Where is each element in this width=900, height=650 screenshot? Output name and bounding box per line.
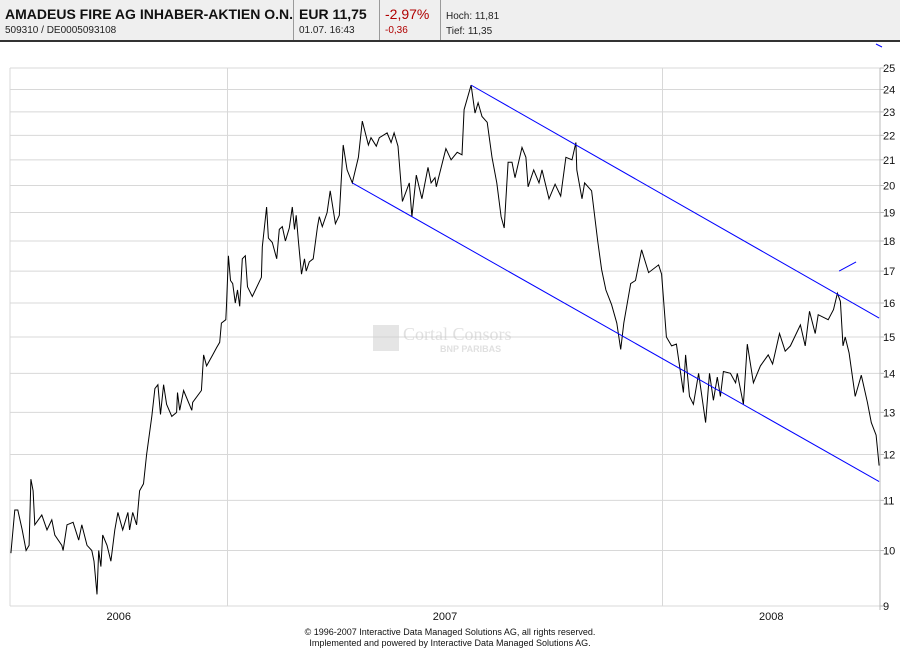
series (10, 84, 880, 595)
trend-line-fragment (875, 43, 883, 48)
change-absolute: -0,36 (385, 25, 408, 36)
quote-datetime: 01.07. 16:43 (299, 25, 355, 36)
y-tick-label: 18 (883, 236, 895, 248)
price-line (10, 84, 880, 595)
y-tick-label: 14 (883, 368, 895, 380)
day-high: Hoch: 11,81 (446, 11, 500, 22)
y-tick-label: 15 (883, 332, 895, 344)
footer: © 1996-2007 Interactive Data Managed Sol… (0, 627, 900, 649)
x-tick-label: 2006 (107, 611, 131, 623)
watermark-sub: BNP PARIBAS (440, 344, 501, 354)
y-tick-label: 10 (883, 546, 895, 558)
y-tick-label: 16 (883, 298, 895, 310)
powered-by: Implemented and powered by Interactive D… (309, 638, 591, 648)
day-low: Tief: 11,35 (446, 26, 493, 37)
instrument-cell: AMADEUS FIRE AG INHABER-AKTIEN O.N. 5093… (0, 0, 294, 40)
watermark-logo-icon (373, 325, 399, 351)
change-cell: -2,97% -0,36 (380, 0, 441, 40)
copyright: © 1996-2007 Interactive Data Managed Sol… (304, 627, 596, 637)
trend-line (352, 182, 880, 482)
instrument-ids: 509310 / DE0005093108 (5, 25, 117, 36)
y-tick-label: 21 (883, 155, 895, 167)
y-tick-label: 20 (883, 181, 895, 193)
last-price: EUR 11,75 (299, 6, 367, 22)
high-low-cell: Hoch: 11,81 Tief: 11,35 (441, 0, 531, 40)
quote-header: AMADEUS FIRE AG INHABER-AKTIEN O.N. 5093… (0, 0, 900, 42)
y-tick-label: 11 (883, 495, 894, 507)
y-tick-label: 19 (883, 208, 895, 220)
y-tick-label: 13 (883, 407, 895, 419)
change-percent: -2,97% (385, 6, 430, 22)
price-cell: EUR 11,75 01.07. 16:43 (294, 0, 380, 40)
y-tick-label: 12 (883, 450, 895, 462)
y-tick-label: 9 (883, 601, 889, 613)
axes: 9 10 11 12 13 14 15 16 17 18 19 20 21 22 23 24 25 2006 200… (107, 63, 896, 623)
trend-line (470, 84, 880, 319)
y-tick-label: 22 (883, 130, 895, 142)
y-tick-label: 23 (883, 107, 895, 119)
y-tick-label: 24 (883, 84, 895, 96)
x-tick-label: 2008 (759, 611, 783, 623)
grid (9, 67, 880, 607)
x-tick-label: 2007 (433, 611, 457, 623)
y-tick-label: 17 (883, 266, 895, 278)
watermark-logo: Cortal Consors BNP PARIBAS (373, 324, 512, 354)
watermark-brand: Cortal Consors (403, 324, 512, 344)
y-tick-label: 25 (883, 63, 895, 75)
instrument-name: AMADEUS FIRE AG INHABER-AKTIEN O.N. (5, 6, 294, 22)
trend-line (838, 261, 857, 272)
